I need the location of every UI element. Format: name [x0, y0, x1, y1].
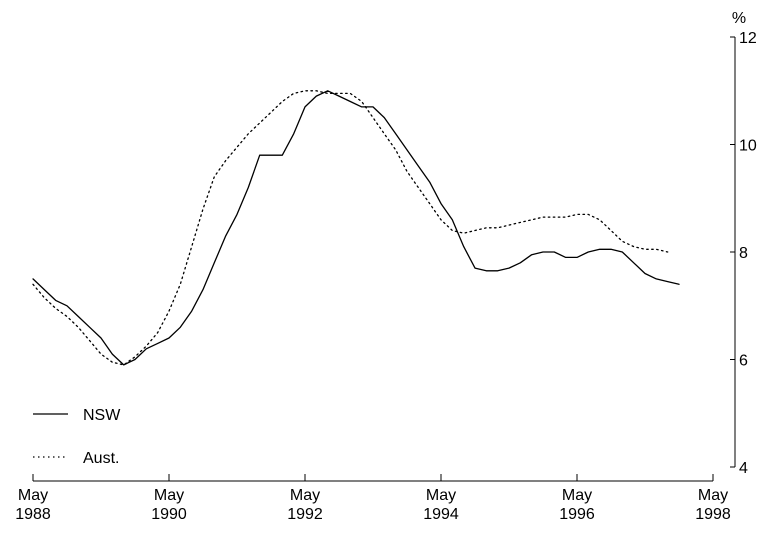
axis-layer: 4 6 8 10 12 May 1988 May 1990 May 1992 May 1994 May 19…	[15, 30, 757, 523]
y-tick-label: 12	[739, 30, 757, 47]
y-tick-label: 8	[739, 245, 748, 262]
x-tick-label-month: May	[290, 487, 320, 504]
x-tick-label-month: May	[154, 487, 184, 504]
series-layer	[32, 90, 680, 366]
legend-label: NSW	[83, 407, 121, 424]
y-tick-label: 6	[739, 353, 748, 370]
x-tick-label-year: 1990	[151, 506, 187, 523]
x-tick-label-year: 1988	[15, 506, 51, 523]
x-tick-label-month: May	[18, 487, 48, 504]
x-tick-label-year: 1994	[423, 506, 459, 523]
y-tick-label: 10	[739, 138, 757, 155]
y-unit-label: %	[732, 10, 746, 27]
x-tick-label-month: May	[426, 487, 456, 504]
x-tick-label-year: 1996	[559, 506, 595, 523]
series-line-nsw	[32, 90, 680, 366]
legend: NSW Aust.	[33, 407, 121, 467]
x-tick-label-year: 1998	[695, 506, 731, 523]
x-tick-label-month: May	[562, 487, 592, 504]
x-tick-label-year: 1992	[287, 506, 323, 523]
x-tick-label-month: May	[698, 487, 728, 504]
legend-label: Aust.	[83, 450, 119, 467]
series-line-aust	[32, 90, 669, 366]
y-tick-label: 4	[739, 460, 748, 477]
